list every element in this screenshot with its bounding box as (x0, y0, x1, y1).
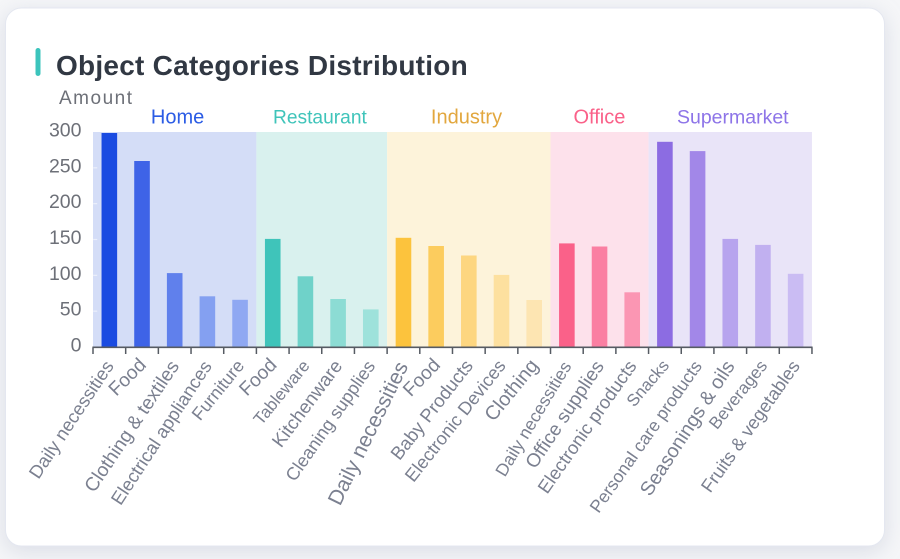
svg-text:Amount: Amount (59, 88, 133, 109)
svg-text:Home: Home (151, 107, 204, 129)
svg-text:200: 200 (49, 191, 82, 213)
svg-text:100: 100 (49, 263, 82, 285)
svg-text:0: 0 (71, 335, 82, 357)
svg-text:Restaurant: Restaurant (273, 108, 368, 129)
svg-text:150: 150 (49, 227, 82, 249)
svg-text:Office: Office (573, 107, 625, 129)
svg-text:50: 50 (60, 299, 82, 321)
svg-text:Supermarket: Supermarket (677, 107, 789, 129)
svg-text:Industry: Industry (431, 107, 502, 129)
svg-text:250: 250 (49, 155, 82, 177)
svg-text:Object Categories Distribution: Object Categories Distribution (56, 50, 468, 81)
svg-text:300: 300 (49, 120, 82, 142)
